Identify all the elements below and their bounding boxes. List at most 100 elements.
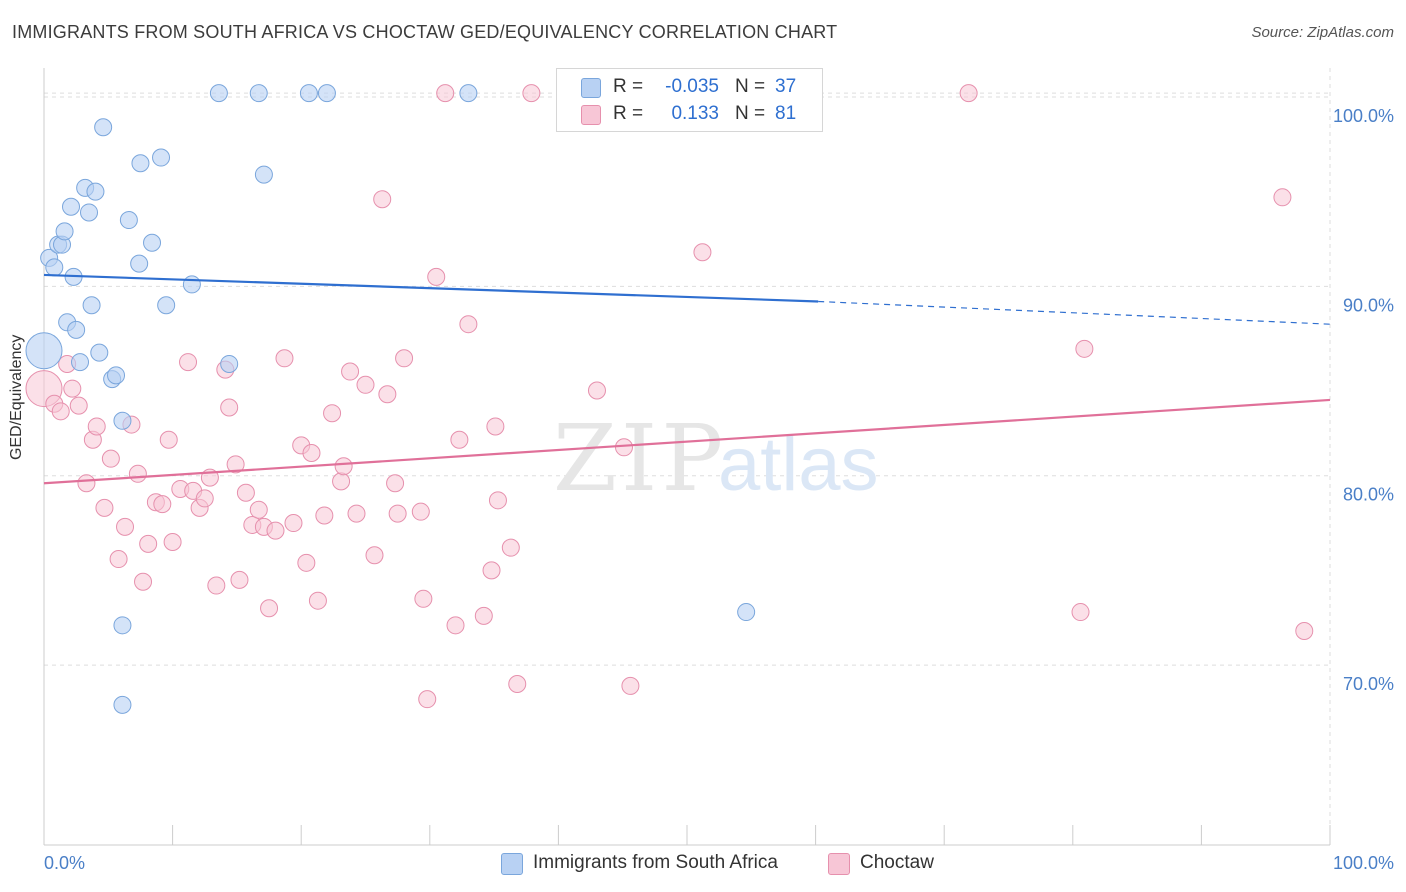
south-africa-point [737, 603, 756, 622]
choctaw-point [249, 500, 268, 519]
south-africa-point [459, 84, 478, 103]
choctaw-point [386, 474, 405, 493]
south-africa-trend-line [43, 273, 819, 303]
choctaw-point [501, 538, 520, 557]
legend-r-label: R = [613, 76, 644, 97]
legend-r-label: R = [613, 103, 644, 124]
choctaw-point [388, 504, 407, 523]
legend-r-value: -0.035 [665, 76, 719, 97]
choctaw-point [69, 396, 88, 415]
choctaw-point [621, 676, 640, 695]
choctaw-point [356, 375, 375, 394]
choctaw-point [236, 483, 255, 502]
choctaw-point [230, 570, 249, 589]
south-africa-point [90, 343, 109, 362]
watermark-atlas: atlas [718, 422, 879, 507]
y-tick-label: 100.0% [1333, 106, 1394, 126]
choctaw-point [411, 502, 430, 521]
choctaw-point [109, 550, 128, 569]
south-africa-point [113, 411, 132, 430]
choctaw-point [139, 534, 158, 553]
south-africa-point [157, 296, 176, 315]
choctaw-point [1295, 621, 1314, 640]
choctaw-point [436, 84, 455, 103]
south-africa-point [254, 165, 273, 184]
choctaw-point [260, 599, 279, 618]
choctaw-point [315, 506, 334, 525]
choctaw-point [587, 381, 606, 400]
south-africa-point [220, 354, 239, 373]
x-tick-label: 0.0% [44, 853, 85, 873]
choctaw-point [450, 430, 469, 449]
choctaw-point [63, 379, 82, 398]
choctaw-point [163, 532, 182, 551]
choctaw-point [302, 443, 321, 462]
choctaw-point [334, 457, 353, 476]
choctaw-point [95, 498, 114, 517]
watermark: ZIP atlas [553, 405, 879, 512]
y-tick-label: 80.0% [1343, 485, 1394, 505]
choctaw-point [486, 417, 505, 436]
choctaw-point [226, 455, 245, 474]
y-tick-label: 90.0% [1343, 295, 1394, 315]
south-africa-point [62, 197, 81, 216]
choctaw-point [284, 514, 303, 533]
south-africa-point [130, 254, 149, 273]
south-africa-point [131, 154, 150, 173]
choctaw-point [414, 589, 433, 608]
choctaw-point [459, 315, 478, 334]
south-africa-point [67, 320, 86, 339]
choctaw-point [207, 576, 226, 595]
choctaw-point [1071, 603, 1090, 622]
choctaw-point [959, 84, 978, 103]
south-africa-point [182, 275, 201, 294]
south-africa-point [55, 222, 74, 241]
choctaw-point [51, 402, 70, 421]
choctaw-point [87, 417, 106, 436]
choctaw-point [220, 398, 239, 417]
choctaw-point [446, 616, 465, 635]
south-africa-point [71, 353, 90, 372]
tick-labels: 70.0% 80.0% 90.0% 100.0% 0.0% 100.0% [44, 106, 1394, 873]
south-africa-point [113, 695, 132, 714]
south-africa-points [25, 84, 756, 714]
choctaw-point [275, 349, 294, 368]
south-africa-point [107, 366, 126, 385]
choctaw-point [1075, 339, 1094, 358]
watermark-zip: ZIP [553, 405, 727, 512]
choctaw-point [522, 84, 541, 103]
choctaw-point [474, 606, 493, 625]
choctaw-point [159, 430, 178, 449]
legend-row-south-africa: R = -0.035 N = 37 [557, 73, 822, 101]
choctaw-points [25, 84, 1314, 709]
legend-n-value: 37 [775, 76, 797, 97]
choctaw-point [365, 546, 384, 565]
legend-swatch-south-africa [501, 853, 523, 875]
legend-label-choctaw: Choctaw [860, 852, 934, 873]
axes [43, 68, 1331, 846]
south-africa-point [94, 118, 113, 137]
choctaw-point [134, 572, 153, 591]
choctaw-point [378, 385, 397, 404]
south-africa-point [80, 203, 99, 222]
legend-swatch-south-africa [581, 78, 601, 98]
south-africa-point [299, 84, 318, 103]
choctaw-point [508, 675, 527, 694]
legend-n-label: N = [735, 76, 766, 97]
choctaw-point [101, 449, 120, 468]
y-tick-label: 70.0% [1343, 674, 1394, 694]
legend-n-value: 81 [775, 103, 797, 124]
choctaw-point [693, 243, 712, 262]
south-africa-point [249, 84, 268, 103]
choctaw-point [195, 489, 214, 508]
chart-title: IMMIGRANTS FROM SOUTH AFRICA VS CHOCTAW … [12, 22, 838, 42]
choctaw-point [116, 517, 135, 536]
south-africa-point [86, 182, 105, 201]
choctaw-point [77, 474, 96, 493]
south-africa-point [45, 258, 64, 277]
legend-row-choctaw: R = 0.133 N = 81 [557, 100, 822, 128]
choctaw-point [179, 353, 198, 372]
legend-swatch-choctaw [581, 105, 601, 125]
south-africa-point [25, 332, 63, 370]
